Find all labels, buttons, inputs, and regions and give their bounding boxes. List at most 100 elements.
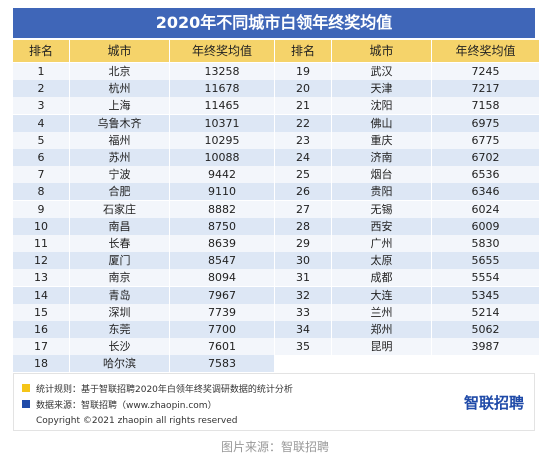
city-cell: 烟台 (332, 166, 432, 184)
rank-cell: 17 (13, 338, 70, 356)
city-cell: 乌鲁木齐 (70, 114, 170, 132)
marker (22, 400, 30, 408)
bonus-cell: 5655 (432, 252, 540, 270)
title: 2020年不同城市白领年终奖均值 (13, 8, 535, 38)
rank-cell: 23 (275, 131, 332, 149)
rank-cell: 31 (275, 269, 332, 287)
bonus-cell: 8639 (170, 235, 275, 252)
bonus-cell: 7967 (170, 286, 275, 304)
city-cell: 杭州 (70, 80, 170, 98)
rank-cell: 26 (275, 183, 332, 201)
note: 统计规则：基于智联招聘2020年白领年终奖调研数据的统计分析 (36, 385, 293, 395)
city-cell: 长沙 (70, 338, 170, 356)
rank-cell: 30 (275, 252, 332, 270)
bonus-cell: 8094 (170, 269, 275, 287)
bonus-cell: 6536 (432, 166, 540, 184)
rank-cell: 32 (275, 286, 332, 304)
bonus-cell: 10088 (170, 149, 275, 166)
bonus-cell: 6346 (432, 183, 540, 201)
bonus-cell: 5554 (432, 269, 540, 287)
bonus-cell: 6702 (432, 149, 540, 166)
marker (22, 384, 30, 392)
bonus-cell: 5062 (432, 321, 540, 338)
bonus-cell: 7583 (170, 355, 275, 373)
header-cell: 排名 (13, 40, 70, 62)
city-cell: 昆明 (332, 338, 432, 356)
city-cell: 东莞 (70, 321, 170, 338)
rank-cell: 12 (13, 252, 70, 270)
rank-cell: 28 (275, 217, 332, 235)
city-cell: 太原 (332, 252, 432, 270)
header-cell: 城市 (332, 40, 432, 62)
bonus-cell: 11465 (170, 97, 275, 115)
city-cell: 青岛 (70, 286, 170, 304)
rank-cell: 13 (13, 269, 70, 287)
rank-cell: 19 (275, 63, 332, 80)
city-cell: 郑州 (332, 321, 432, 338)
bonus-cell: 8882 (170, 200, 275, 218)
rank-cell: 8 (13, 183, 70, 201)
rank-cell: 15 (13, 303, 70, 321)
city-cell: 大连 (332, 286, 432, 304)
note: 数据来源：智联招聘（www.zhaopin.com） (36, 401, 217, 411)
rank-cell: 9 (13, 200, 70, 218)
rank-cell: 18 (13, 355, 70, 373)
city-cell: 上海 (70, 97, 170, 115)
rank-cell: 20 (275, 80, 332, 98)
rank-cell: 10 (13, 217, 70, 235)
city-cell: 深圳 (70, 303, 170, 321)
bonus-cell: 6009 (432, 217, 540, 235)
city-cell: 宁波 (70, 166, 170, 184)
rank-cell: 29 (275, 235, 332, 252)
city-cell: 石家庄 (70, 200, 170, 218)
rank-cell: 2 (13, 80, 70, 98)
bonus-cell: 9110 (170, 183, 275, 201)
bonus-cell: 6024 (432, 200, 540, 218)
bonus-cell: 7158 (432, 97, 540, 115)
city-cell: 贵阳 (332, 183, 432, 201)
bonus-cell: 11678 (170, 80, 275, 98)
city-cell: 天津 (332, 80, 432, 98)
bonus-cell: 8750 (170, 217, 275, 235)
copyright: Copyright ©2021 zhaopin all rights reser… (36, 416, 238, 426)
header-cell: 排名 (275, 40, 332, 62)
rank-cell: 6 (13, 149, 70, 166)
city-cell: 哈尔滨 (70, 355, 170, 373)
bonus-cell: 10371 (170, 114, 275, 132)
city-cell: 无锡 (332, 200, 432, 218)
bonus-cell: 9442 (170, 166, 275, 184)
bonus-cell: 7739 (170, 303, 275, 321)
rank-cell: 3 (13, 97, 70, 115)
city-cell: 西安 (332, 217, 432, 235)
header-cell: 城市 (70, 40, 170, 62)
bonus-cell: 8547 (170, 252, 275, 270)
rank-cell: 25 (275, 166, 332, 184)
city-cell: 合肥 (70, 183, 170, 201)
city-cell: 佛山 (332, 114, 432, 132)
rank-cell: 35 (275, 338, 332, 356)
bonus-cell: 3987 (432, 338, 540, 356)
bonus-cell: 6975 (432, 114, 540, 132)
city-cell: 济南 (332, 149, 432, 166)
city-cell: 长春 (70, 235, 170, 252)
rank-cell: 7 (13, 166, 70, 184)
rank-cell: 4 (13, 114, 70, 132)
city-cell: 沈阳 (332, 97, 432, 115)
city-cell: 兰州 (332, 303, 432, 321)
header-cell: 年终奖均值 (170, 40, 275, 62)
caption: 图片来源：智联招聘 (220, 440, 329, 454)
bonus-cell: 5830 (432, 235, 540, 252)
rank-cell: 5 (13, 131, 70, 149)
city-cell: 福州 (70, 131, 170, 149)
city-cell: 重庆 (332, 131, 432, 149)
rank-cell: 34 (275, 321, 332, 338)
city-cell: 广州 (332, 235, 432, 252)
city-cell: 武汉 (332, 63, 432, 80)
rank-cell: 33 (275, 303, 332, 321)
bonus-cell: 6775 (432, 131, 540, 149)
bonus-cell: 5345 (432, 286, 540, 304)
footer: 统计规则：基于智联招聘2020年白领年终奖调研数据的统计分析 数据来源：智联招聘… (13, 373, 535, 431)
rank-cell: 1 (13, 63, 70, 80)
city-cell: 成都 (332, 269, 432, 287)
rank-cell: 21 (275, 97, 332, 115)
